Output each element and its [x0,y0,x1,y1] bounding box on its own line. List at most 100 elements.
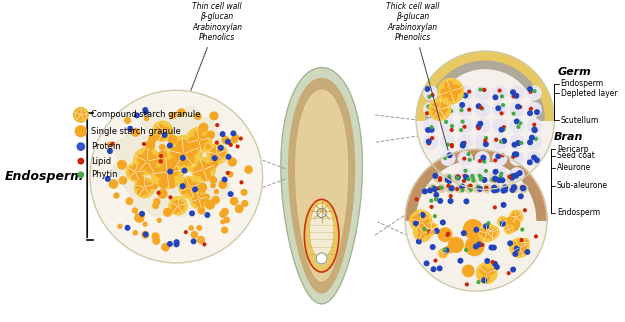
Circle shape [186,128,212,153]
Circle shape [446,245,454,253]
Circle shape [231,198,238,205]
Circle shape [441,186,443,189]
Circle shape [179,107,201,128]
Circle shape [527,151,541,166]
Circle shape [163,128,169,134]
Circle shape [111,142,114,145]
Circle shape [144,110,148,114]
Circle shape [494,265,499,269]
Circle shape [138,188,145,195]
Circle shape [510,184,519,193]
Circle shape [428,95,431,98]
Circle shape [181,156,185,160]
Circle shape [479,187,481,190]
Circle shape [461,143,465,148]
Circle shape [498,217,508,226]
Circle shape [431,267,436,271]
Circle shape [470,174,479,183]
Circle shape [479,176,482,178]
Circle shape [510,86,524,100]
Circle shape [514,119,519,124]
Circle shape [118,160,126,169]
Circle shape [421,230,425,235]
Circle shape [485,259,489,263]
Circle shape [78,143,84,150]
Circle shape [483,89,486,91]
Circle shape [168,169,172,174]
Circle shape [428,188,432,193]
Circle shape [216,141,218,144]
Circle shape [496,106,501,110]
Circle shape [74,108,88,122]
Circle shape [213,147,220,154]
Circle shape [504,217,519,232]
Circle shape [461,189,464,192]
Circle shape [191,232,198,238]
Circle shape [78,158,84,164]
Circle shape [464,169,467,172]
Circle shape [516,217,520,221]
Circle shape [190,211,194,216]
Circle shape [171,147,181,157]
Circle shape [157,125,164,132]
Circle shape [445,81,452,89]
Circle shape [416,51,554,189]
Circle shape [317,208,326,217]
Circle shape [508,228,510,231]
Circle shape [177,206,182,212]
Circle shape [187,145,197,155]
Circle shape [437,102,442,108]
Circle shape [146,191,171,217]
Circle shape [482,278,486,283]
Circle shape [533,123,536,126]
Circle shape [477,185,479,188]
Circle shape [155,200,159,204]
Circle shape [226,139,230,144]
Circle shape [506,174,515,183]
Circle shape [198,183,206,192]
Circle shape [172,207,178,212]
Circle shape [144,188,149,194]
Circle shape [222,137,229,144]
Circle shape [509,230,511,232]
Circle shape [510,167,524,182]
Circle shape [231,136,238,143]
Text: Compound starch granule: Compound starch granule [91,110,201,119]
Circle shape [451,128,453,131]
Circle shape [448,92,457,101]
Circle shape [198,208,204,214]
Circle shape [528,111,532,116]
Circle shape [194,131,201,138]
Circle shape [497,178,501,183]
Circle shape [489,245,494,250]
Circle shape [446,184,455,193]
Circle shape [79,109,83,113]
Circle shape [242,201,248,206]
Circle shape [507,226,510,229]
Circle shape [429,128,434,132]
Circle shape [512,247,518,252]
Circle shape [107,142,111,146]
Circle shape [482,89,485,91]
Circle shape [210,177,216,183]
Circle shape [204,175,230,200]
Circle shape [182,168,187,173]
Circle shape [222,227,228,233]
Text: Germ: Germ [558,67,592,77]
Circle shape [451,125,453,127]
Circle shape [429,99,451,120]
Circle shape [468,158,471,161]
Circle shape [412,216,420,224]
Circle shape [221,220,225,224]
Circle shape [221,132,225,136]
Circle shape [519,122,522,125]
Circle shape [441,106,446,111]
Circle shape [142,156,149,162]
Circle shape [106,176,110,181]
Circle shape [474,227,479,232]
Circle shape [119,177,126,184]
Circle shape [423,228,426,230]
Circle shape [455,184,464,193]
Circle shape [430,199,432,202]
Circle shape [501,188,506,193]
